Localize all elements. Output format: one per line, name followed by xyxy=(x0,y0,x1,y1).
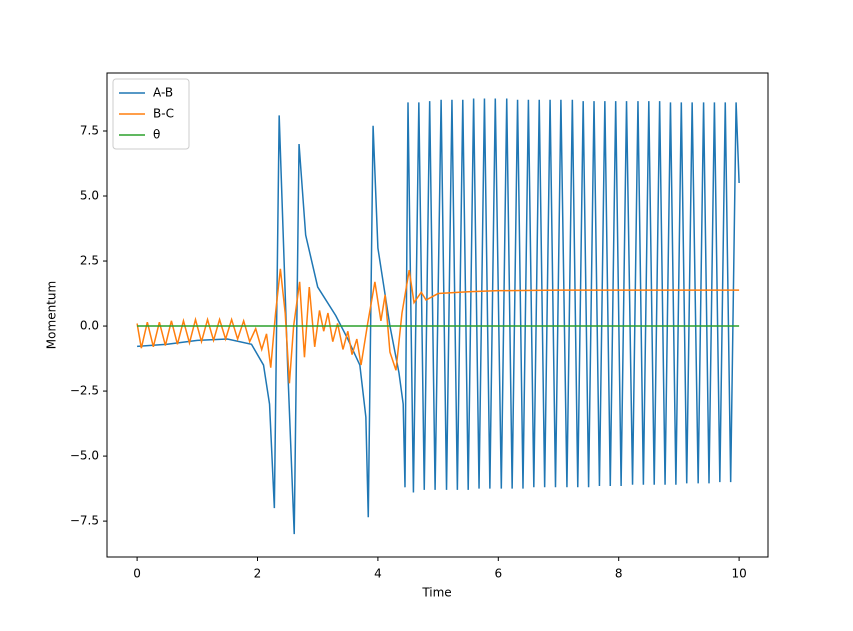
x-tick-label: 10 xyxy=(731,567,746,581)
legend-label: A-B xyxy=(153,86,173,100)
y-tick-label: 0.0 xyxy=(80,319,99,333)
y-tick-label: 2.5 xyxy=(80,254,99,268)
line-series xyxy=(137,98,740,535)
y-tick-label: −2.5 xyxy=(70,384,99,398)
x-tick-label: 8 xyxy=(615,567,623,581)
line-series xyxy=(136,268,740,384)
y-tick-label: −7.5 xyxy=(70,514,99,528)
x-tick-label: 0 xyxy=(133,567,141,581)
y-tick-label: −5.0 xyxy=(70,449,99,463)
axes-frame xyxy=(106,72,769,558)
y-axis-label: Momentum xyxy=(45,281,59,349)
x-tick-label: 6 xyxy=(494,567,502,581)
legend-label: B-C xyxy=(153,107,174,121)
x-tick-label: 2 xyxy=(254,567,262,581)
legend-box xyxy=(112,78,190,150)
y-tick-label: 7.5 xyxy=(80,123,99,137)
x-axis-label: Time xyxy=(421,586,451,600)
x-tick-label: 4 xyxy=(374,567,382,581)
legend-label: θ xyxy=(153,128,160,142)
y-tick-label: 5.0 xyxy=(80,189,99,203)
